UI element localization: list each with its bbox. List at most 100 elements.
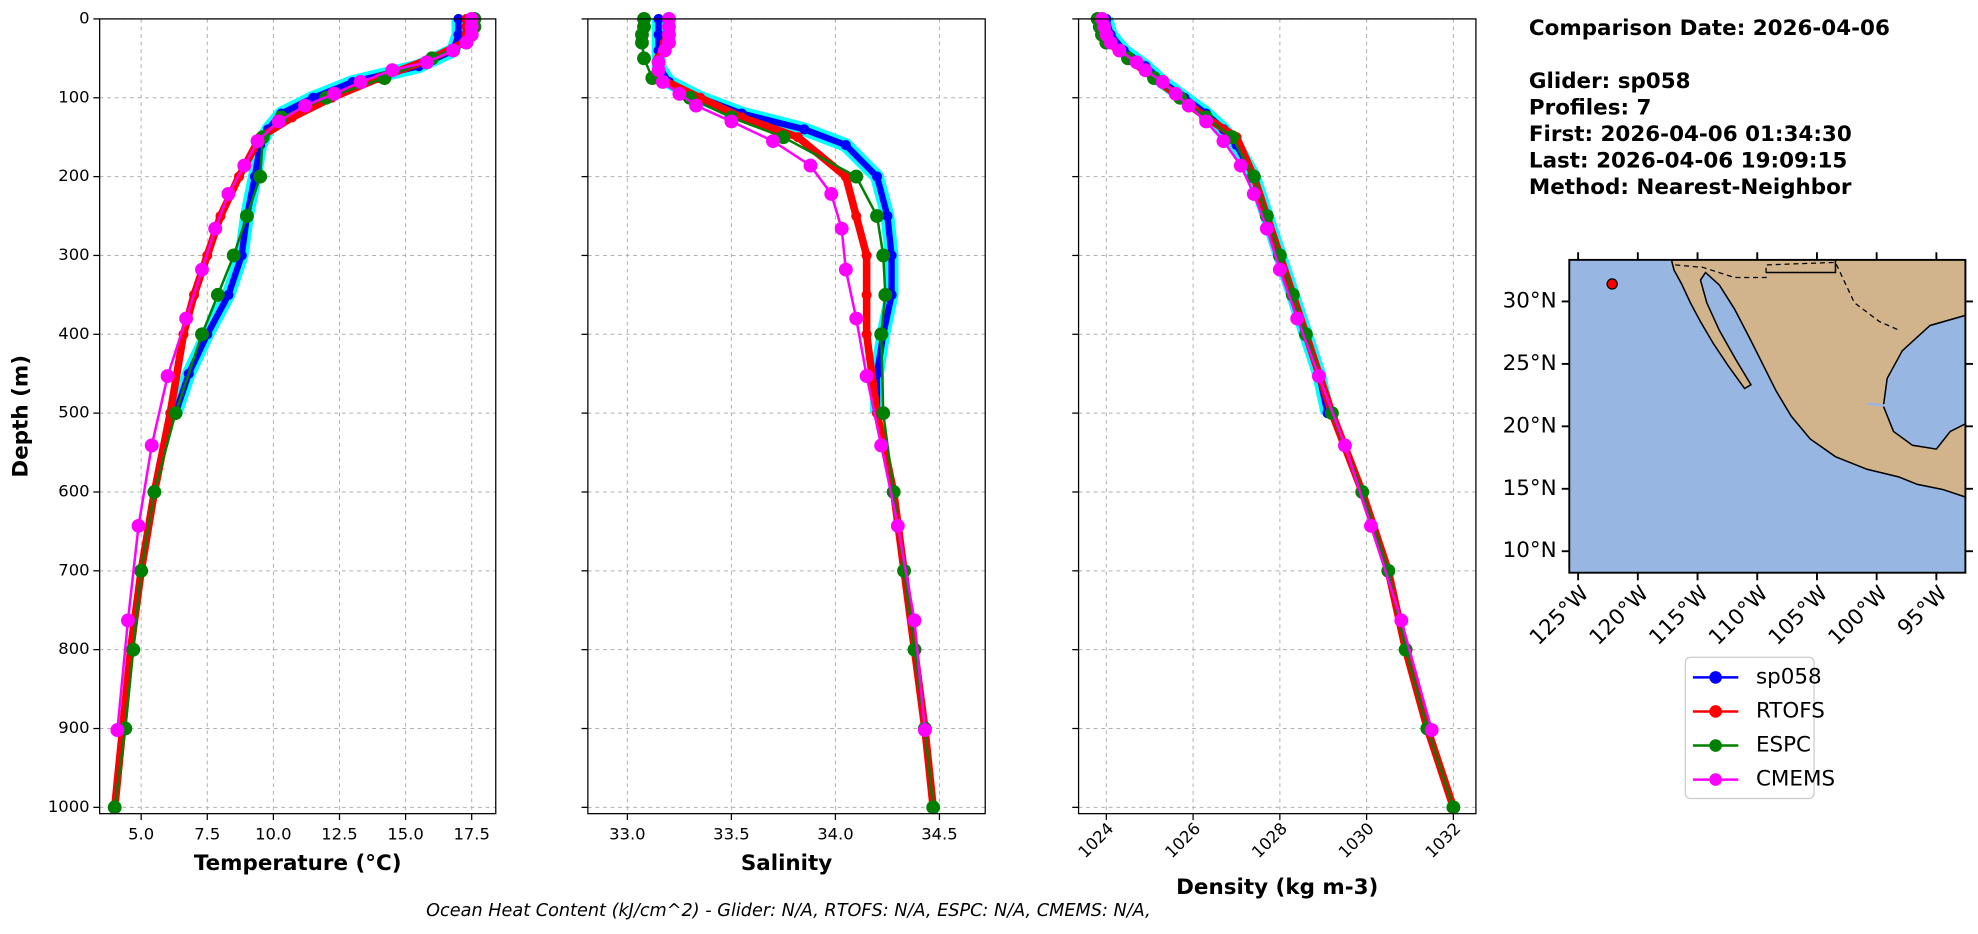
- marker: [849, 169, 864, 184]
- marker: [861, 289, 872, 300]
- marker: [657, 43, 672, 58]
- legend-marker: [1709, 773, 1722, 786]
- border: [1675, 261, 1901, 332]
- marker: [107, 800, 122, 815]
- x-tick-label: 12.5: [321, 825, 357, 844]
- marker: [1290, 311, 1305, 326]
- marker: [1181, 98, 1196, 113]
- marker: [926, 800, 941, 815]
- marker: [1112, 43, 1127, 58]
- marker: [803, 158, 818, 173]
- map-lon-label: 105°W: [1764, 581, 1833, 650]
- marker: [131, 518, 146, 533]
- glider-location: [1606, 278, 1618, 290]
- x-tick-label: 17.5: [453, 825, 489, 844]
- legend-marker: [1709, 671, 1722, 684]
- y-tick-label: 600: [58, 481, 89, 500]
- axes-frame: [587, 18, 986, 815]
- marker: [849, 311, 864, 326]
- marker: [907, 613, 922, 628]
- marker: [1246, 169, 1261, 184]
- marker: [876, 248, 891, 263]
- info-line: Method: Nearest-Neighbor: [1529, 175, 1852, 200]
- marker: [1155, 75, 1170, 89]
- legend-box: [1684, 656, 1815, 800]
- map-lon-label: 115°W: [1644, 581, 1713, 650]
- marker: [689, 98, 703, 113]
- x-tick-label: 34.5: [921, 825, 957, 844]
- marker: [834, 221, 849, 236]
- y-tick-label: 200: [58, 166, 89, 185]
- map-lat-label: 30°N: [1503, 288, 1557, 313]
- x-tick-label: 10.0: [255, 825, 291, 844]
- marker: [446, 43, 461, 58]
- marker: [861, 329, 872, 340]
- marker: [840, 171, 851, 182]
- marker: [874, 327, 889, 342]
- marker: [1272, 262, 1287, 277]
- x-tick-label: 1024: [1074, 819, 1117, 862]
- x-tick-label: 1032: [1422, 819, 1465, 862]
- marker: [859, 369, 874, 384]
- x-tick-label: 33.5: [713, 825, 749, 844]
- marker: [419, 55, 434, 70]
- marker: [223, 289, 234, 300]
- marker: [838, 262, 853, 277]
- legend-marker: [1709, 739, 1722, 752]
- marker: [126, 642, 141, 657]
- marker: [799, 124, 810, 135]
- x-tick-label: 1030: [1335, 819, 1378, 862]
- marker: [1138, 63, 1153, 78]
- marker: [1394, 613, 1409, 628]
- map-lon-label: 125°W: [1525, 581, 1594, 650]
- marker: [1311, 369, 1326, 384]
- marker: [240, 209, 254, 223]
- y-axis-label: Depth (m): [8, 355, 33, 478]
- marker: [907, 642, 922, 657]
- info-line: Comparison Date: 2026-04-06: [1529, 16, 1890, 41]
- lake: [1866, 402, 1893, 408]
- info-line: First: 2026-04-06 01:34:30: [1529, 122, 1852, 147]
- marker: [385, 63, 400, 78]
- y-tick-label: 500: [58, 403, 89, 422]
- map: [1568, 258, 1967, 574]
- marker: [637, 51, 651, 66]
- marker: [459, 35, 474, 50]
- marker: [776, 130, 791, 145]
- map-lat-label: 25°N: [1503, 351, 1557, 376]
- map-lat-label: 15°N: [1503, 476, 1557, 501]
- y-tick-label: 400: [58, 324, 89, 343]
- marker: [1259, 221, 1274, 236]
- legend-label: sp058: [1756, 664, 1822, 689]
- marker: [179, 311, 194, 326]
- x-tick-label: 1026: [1161, 819, 1204, 862]
- marker: [208, 221, 223, 236]
- marker: [672, 86, 687, 101]
- y-tick-label: 0: [79, 8, 89, 27]
- y-tick-label: 700: [58, 560, 89, 579]
- legend-marker: [1709, 705, 1722, 718]
- marker: [824, 187, 839, 201]
- legend-label: ESPC: [1756, 733, 1811, 758]
- x-tick-label: 33.0: [609, 825, 645, 844]
- x-axis-label: Temperature (°C): [194, 851, 402, 876]
- marker: [210, 287, 225, 302]
- line: [1103, 18, 1331, 414]
- marker: [195, 327, 209, 342]
- x-axis-label: Salinity: [741, 851, 832, 876]
- marker: [250, 134, 265, 149]
- info-line: Profiles: 7: [1529, 95, 1652, 120]
- map-lon-label: 95°W: [1893, 581, 1953, 641]
- marker: [878, 287, 893, 302]
- marker: [851, 210, 862, 222]
- marker: [353, 75, 368, 89]
- y-tick-label: 800: [58, 639, 89, 658]
- border: [1766, 259, 1837, 274]
- marker: [917, 723, 932, 738]
- x-axis-label: Density (kg m-3): [1176, 875, 1378, 900]
- marker: [110, 723, 125, 738]
- marker: [792, 132, 804, 143]
- map-lon-label: 100°W: [1824, 581, 1893, 650]
